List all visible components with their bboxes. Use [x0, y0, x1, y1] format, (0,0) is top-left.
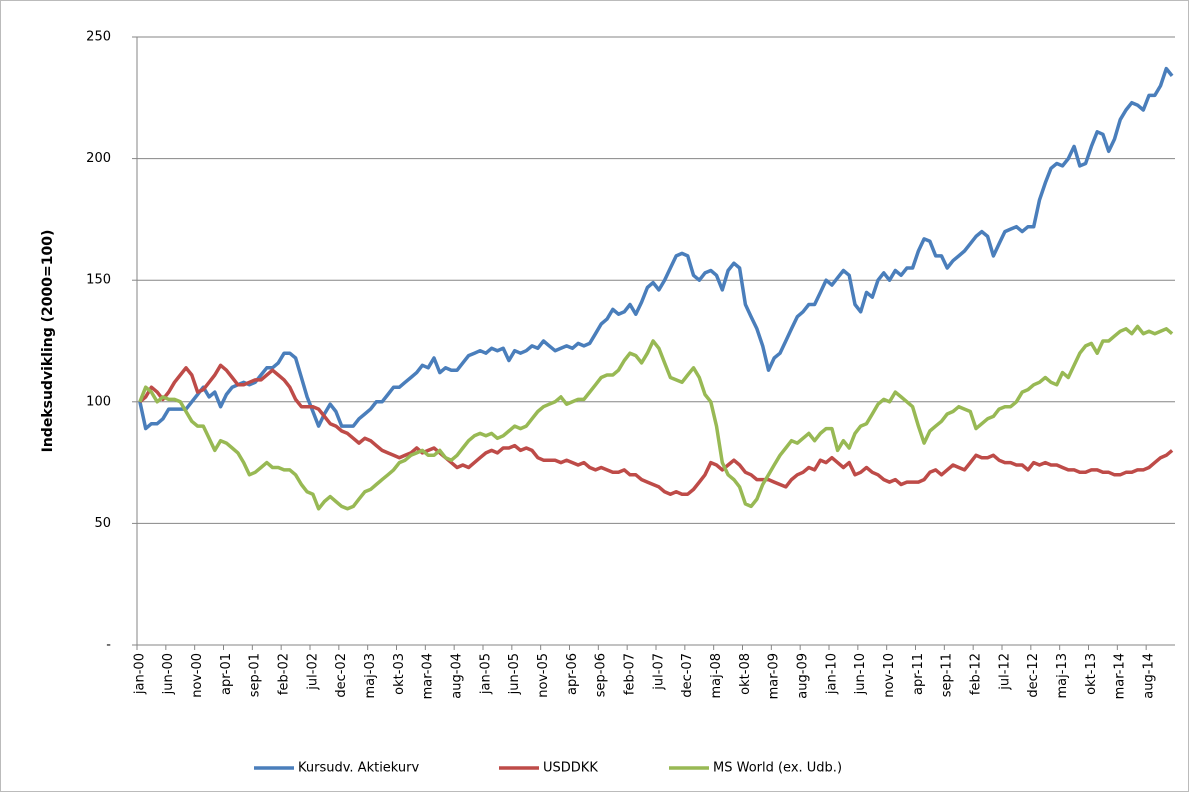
- x-tick-label: feb-07: [623, 653, 638, 695]
- x-tick-label: feb-02: [277, 653, 292, 695]
- y-axis-title: Indeksudvikling (2000=100): [40, 230, 56, 453]
- x-tick-label: jun-00: [161, 653, 176, 695]
- x-tick-label: apr-06: [565, 653, 580, 695]
- x-tick-label: aug-14: [1142, 653, 1157, 699]
- x-tick-label: sep-06: [594, 653, 609, 697]
- legend-label: USDDKK: [543, 761, 598, 776]
- y-tick-label: 100: [86, 394, 111, 409]
- series-line: [138, 363, 1174, 496]
- x-tick-label: maj-13: [1055, 653, 1070, 698]
- x-tick-label: mar-09: [767, 653, 782, 699]
- x-tick-label: sep-01: [248, 653, 263, 697]
- x-tick-label: okt-08: [738, 653, 753, 695]
- x-tick-label: mar-04: [421, 653, 436, 699]
- x-tick-label: nov-10: [882, 653, 897, 698]
- x-tick-label: nov-00: [190, 653, 205, 698]
- x-tick-label: apr-11: [911, 653, 926, 695]
- y-tick-label: 50: [94, 516, 111, 531]
- y-tick-label: 250: [86, 30, 111, 45]
- x-tick-label: maj-03: [363, 653, 378, 698]
- x-tick-label: dec-12: [1026, 653, 1041, 698]
- x-tick-label: mar-14: [1113, 653, 1128, 699]
- x-tick-label: nov-05: [536, 653, 551, 698]
- y-tick-label: -: [106, 638, 111, 653]
- x-tick-label: dec-02: [334, 653, 349, 698]
- series-line: [138, 324, 1174, 511]
- y-tick-label: 200: [86, 151, 111, 166]
- x-tick-label: maj-08: [709, 653, 724, 698]
- legend-label: Kursudv. Aktiekurv: [298, 761, 420, 776]
- x-tick-label: jul-02: [305, 653, 320, 691]
- x-tick-label: jan-00: [132, 653, 147, 695]
- y-tick-label: 150: [86, 273, 111, 288]
- x-tick-label: jan-05: [478, 653, 493, 695]
- x-tick-label: aug-04: [450, 653, 465, 699]
- x-tick-label: aug-09: [796, 653, 811, 699]
- x-tick-label: okt-13: [1084, 653, 1099, 695]
- x-tick-label: jun-05: [507, 653, 522, 695]
- x-tick-label: jul-07: [651, 653, 666, 691]
- x-tick-label: sep-11: [940, 653, 955, 697]
- x-tick-label: feb-12: [969, 653, 984, 695]
- x-tick-label: jun-10: [853, 653, 868, 695]
- x-tick-label: jul-12: [997, 653, 1012, 691]
- series-line: [138, 66, 1174, 431]
- legend-label: MS World (ex. Udb.): [713, 761, 842, 776]
- x-tick-label: jan-10: [824, 653, 839, 695]
- x-tick-label: dec-07: [680, 653, 695, 698]
- x-tick-label: apr-01: [219, 653, 234, 695]
- x-tick-label: okt-03: [392, 653, 407, 695]
